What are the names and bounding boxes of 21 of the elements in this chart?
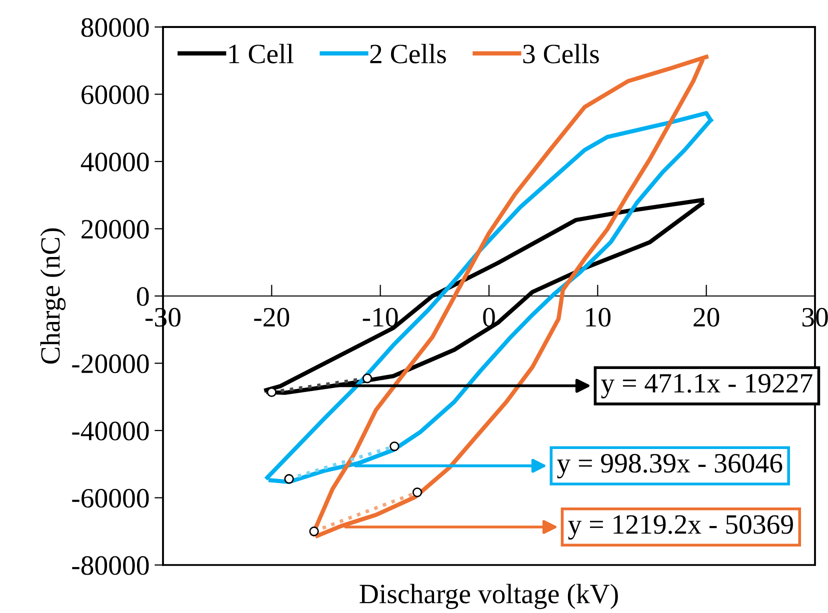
- y-tick-label: 0: [136, 287, 149, 306]
- y-tick-label: 40000: [80, 152, 149, 172]
- y-tick-label: -40000: [72, 422, 149, 440]
- legend-label: 1 Cell: [229, 44, 294, 64]
- y-tick-label: -60000: [72, 488, 149, 508]
- annotation: y = 471.1x - 19227: [601, 374, 812, 398]
- x-tick-label: -10: [362, 308, 398, 327]
- x-axis-title: Discharge voltage (kV): [360, 584, 618, 610]
- legend-label: 2 Cells: [370, 44, 446, 64]
- legend-label: 3 Cells: [523, 44, 599, 64]
- y-tick-label: -20000: [72, 354, 149, 374]
- y-tick-label: 80000: [81, 18, 149, 37]
- y-tick-label: 60000: [82, 85, 149, 104]
- annotation: y = 1219.2x - 50369: [568, 515, 793, 540]
- y-axis-title: Charge (nC): [40, 228, 66, 364]
- x-tick-label: 10: [586, 308, 610, 327]
- x-tick-label: 20: [694, 308, 720, 327]
- annotation: y = 998.39x - 36046: [557, 454, 782, 478]
- y-tick-label: -80000: [72, 556, 149, 575]
- x-tick-label: -20: [254, 308, 290, 327]
- y-tick-label: 20000: [82, 220, 149, 239]
